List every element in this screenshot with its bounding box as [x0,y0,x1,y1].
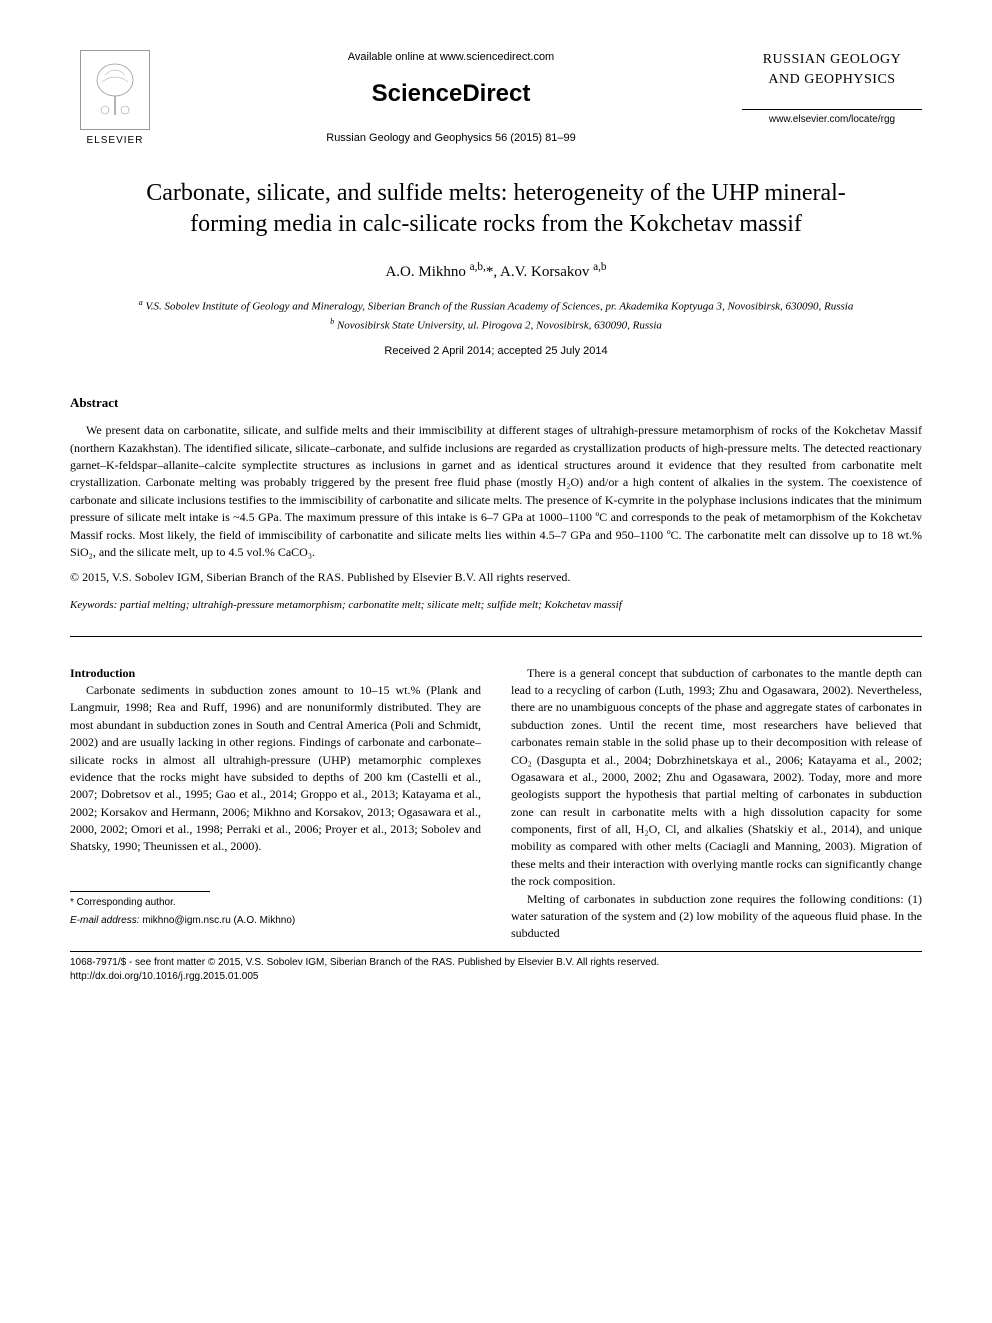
journal-box: RUSSIAN GEOLOGY AND GEOPHYSICS www.elsev… [742,50,922,127]
affiliations: a V.S. Sobolev Institute of Geology and … [70,297,922,333]
affiliation-a: V.S. Sobolev Institute of Geology and Mi… [145,301,853,313]
available-online-text: Available online at www.sciencedirect.co… [180,50,722,65]
footnote-separator [70,891,210,892]
email-address: mikhno@igm.nsc.ru (A.O. Mikhno) [142,915,295,926]
email-label: E-mail address: [70,915,139,926]
elsevier-text: ELSEVIER [87,134,144,148]
locate-url: www.elsevier.com/locate/rgg [742,109,922,127]
email-footnote: E-mail address: mikhno@igm.nsc.ru (A.O. … [70,914,481,929]
affiliation-b: Novosibirsk State University, ul. Pirogo… [337,319,662,331]
elsevier-tree-icon [80,50,150,130]
authors: A.O. Mikhno a,b,*, A.V. Korsakov a,b [70,260,922,283]
journal-name-line2: AND GEOPHYSICS [768,72,895,87]
issn-line: 1068-7971/$ - see front matter © 2015, V… [70,956,922,970]
keywords-text: partial melting; ultrahigh-pressure meta… [120,599,622,611]
journal-name-line1: RUSSIAN GEOLOGY [763,52,902,67]
journal-citation: Russian Geology and Geophysics 56 (2015)… [180,131,722,146]
left-column: Introduction Carbonate sediments in subd… [70,665,481,943]
elsevier-logo: ELSEVIER [70,50,160,148]
keywords-label: Keywords: [70,599,117,611]
intro-heading: Introduction [70,665,481,682]
intro-paragraph-2: There is a general concept that subducti… [511,665,922,891]
copyright-line: © 2015, V.S. Sobolev IGM, Siberian Branc… [70,569,922,586]
page-header: ELSEVIER Available online at www.science… [70,50,922,148]
corresponding-author-note: * Corresponding author. [70,896,481,911]
right-column: There is a general concept that subducti… [511,665,922,943]
body-columns: Introduction Carbonate sediments in subd… [70,665,922,943]
article-title: Carbonate, silicate, and sulfide melts: … [130,178,862,240]
intro-paragraph-1: Carbonate sediments in subduction zones … [70,682,481,856]
journal-name: RUSSIAN GEOLOGY AND GEOPHYSICS [742,50,922,89]
abstract-text-content: We present data on carbonatite, silicate… [70,422,922,561]
center-header: Available online at www.sciencedirect.co… [160,50,742,146]
abstract-heading: Abstract [70,394,922,412]
sciencedirect-logo: ScienceDirect [180,77,722,111]
received-accepted-dates: Received 2 April 2014; accepted 25 July … [70,344,922,359]
intro-paragraph-3: Melting of carbonates in subduction zone… [511,891,922,943]
doi-line: http://dx.doi.org/10.1016/j.rgg.2015.01.… [70,970,922,984]
keywords-row: Keywords: partial melting; ultrahigh-pre… [70,598,922,636]
bottom-issn-row: 1068-7971/$ - see front matter © 2015, V… [70,951,922,984]
abstract-body: We present data on carbonatite, silicate… [70,422,922,561]
